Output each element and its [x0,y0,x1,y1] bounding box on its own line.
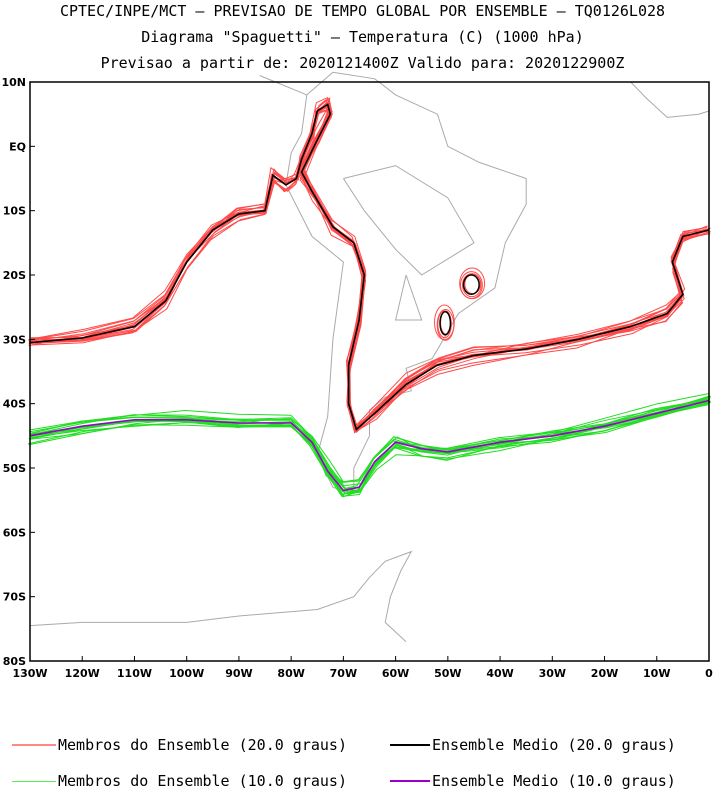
mean-closed-contour [462,274,480,295]
member-line-20 [29,96,708,428]
x-tick-label: 130W [12,667,47,680]
y-tick-label: 80S [3,655,26,668]
member-line-20 [28,100,710,433]
member-line-20 [28,101,708,434]
x-tick-label: 70W [330,667,357,680]
x-tick-label: 0 [705,667,713,680]
x-tick-label: 100W [169,667,204,680]
member-closed-contour [461,273,482,298]
x-tick-label: 40W [486,667,513,680]
member-line-10 [30,400,708,484]
title-line-1: CPTEC/INPE/MCT – PREVISAO DE TEMPO GLOBA… [59,2,666,20]
y-tick-label: 20S [3,269,26,282]
title-line-3: Previsao a partir de: 2020121400Z Valido… [100,54,625,72]
ensemble-mean-line [29,399,710,492]
coastlines [29,71,710,643]
member-line-10 [30,393,710,494]
mean-closed-contour [439,310,452,336]
x-tick-label: 120W [65,667,100,680]
member-line-20 [29,102,711,433]
x-tick-label: 110W [117,667,152,680]
x-tick-label: 30W [539,667,566,680]
member-line-20 [28,108,711,432]
member-closed-contour [437,310,452,339]
coastline [29,550,413,643]
legend-members-20: Membros do Ensemble (20.0 graus) [12,736,347,754]
map-frame [29,81,710,662]
member-line-20 [29,103,709,433]
x-tick-label: 50W [434,667,461,680]
coastline [259,75,307,96]
member-line-20 [30,103,708,427]
member-line-20 [28,104,709,430]
y-tick-label: EQ [9,140,26,153]
member-line-20 [28,106,710,434]
x-tick-label: 90W [225,667,252,680]
legend-label: Membros do Ensemble (20.0 graus) [58,736,347,754]
member-line-20 [30,99,710,429]
title-line-2: Diagrama "Spaguetti" – Temperatura (C) (… [141,28,584,46]
coastline [342,165,475,276]
legend-label: Ensemble Medio (10.0 graus) [432,772,676,790]
y-tick-label: 10S [3,205,26,218]
x-tick-label: 20W [591,667,618,680]
legend-mean-20: Ensemble Medio (20.0 graus) [390,736,676,754]
y-tick-label: 30S [3,333,26,346]
member-line-20 [28,105,708,429]
coastline [394,274,423,321]
y-tick-label: 10N [1,76,26,89]
y-tick-label: 50S [3,462,26,475]
y-tick-label: 40S [3,398,26,411]
member-line-10 [28,395,711,495]
member-line-10 [30,404,708,497]
legend-label: Membros do Ensemble (10.0 graus) [58,772,347,790]
member-line-20 [28,104,711,430]
x-tick-label: 60W [382,667,409,680]
ensemble-mean-line [29,103,710,431]
x-tick-label: 10W [643,667,670,680]
member-closed-contour [434,304,455,341]
member-closed-contour [459,267,486,300]
member-line-20 [31,109,707,428]
member-line-20 [29,97,708,429]
member-line-20 [30,97,709,430]
y-tick-label: 60S [3,526,26,539]
legend-mean-10: Ensemble Medio (10.0 graus) [390,772,676,790]
y-tick-label: 70S [3,591,26,604]
coastline [630,81,710,118]
x-tick-label: 80W [277,667,304,680]
legend-label: Ensemble Medio (20.0 graus) [432,736,676,754]
legend-members-10: Membros do Ensemble (10.0 graus) [12,772,347,790]
